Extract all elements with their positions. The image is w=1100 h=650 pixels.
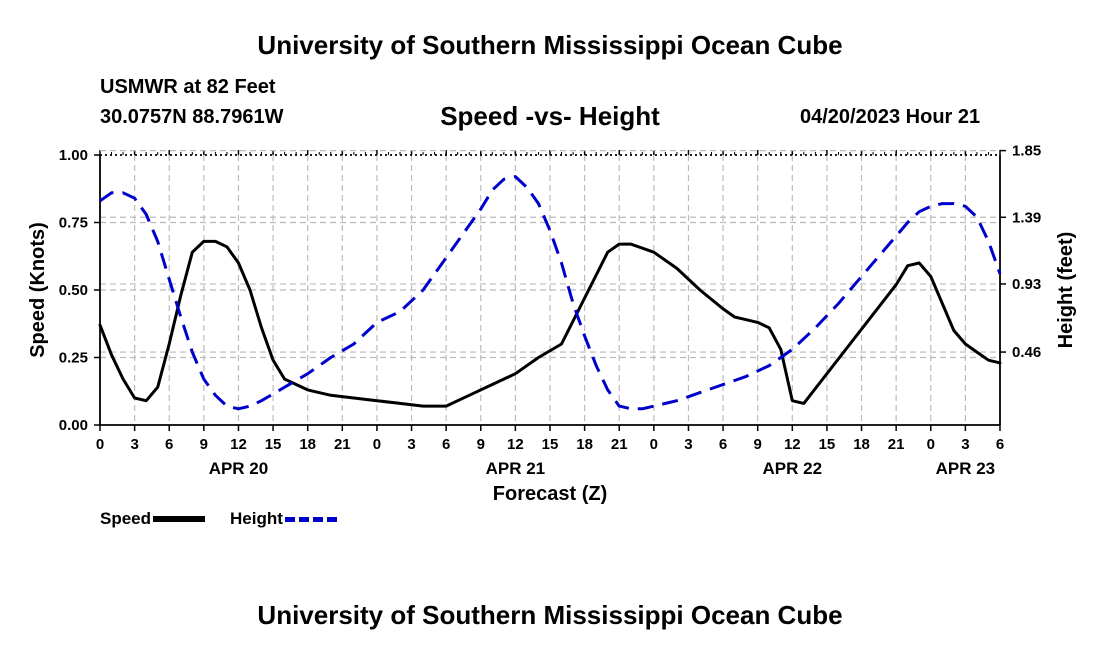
y-tick-label: 0.50 [59, 282, 88, 299]
y2-tick-label: 0.93 [1012, 276, 1041, 293]
x-tick-label: 18 [576, 436, 593, 453]
x-tick-label: 12 [784, 436, 801, 453]
x-axis-title: Forecast (Z) [493, 483, 607, 505]
legend-height: Height [230, 509, 337, 529]
x-tick-label: 3 [961, 436, 969, 453]
x-tick-label: 6 [719, 436, 727, 453]
x-tick-label: 0 [650, 436, 658, 453]
y-tick-label: 1.00 [59, 147, 88, 164]
x-date-label: APR 22 [763, 459, 823, 478]
x-tick-label: 6 [996, 436, 1004, 453]
legend-height-label: Height [230, 509, 283, 528]
y2-tick-label: 0.46 [1012, 344, 1041, 361]
chart-subtitle: Speed -vs- Height [440, 101, 660, 131]
x-tick-label: 0 [927, 436, 935, 453]
x-tick-label: 21 [334, 436, 351, 453]
x-tick-label: 6 [442, 436, 450, 453]
y-tick-label: 0.00 [59, 417, 88, 434]
y-axis-title: Speed (Knots) [27, 222, 49, 358]
station-label: USMWR at 82 Feet [100, 76, 276, 98]
x-tick-label: 21 [888, 436, 905, 453]
x-tick-label: 0 [373, 436, 381, 453]
legend-speed: Speed [100, 509, 206, 529]
y2-tick-label: 1.85 [1012, 143, 1041, 160]
y2-axis-title: Height (feet) [1055, 232, 1077, 349]
forecast-datetime: 04/20/2023 Hour 21 [800, 106, 981, 128]
x-date-label: APR 23 [936, 459, 996, 478]
x-tick-label: 9 [200, 436, 208, 453]
x-date-label: APR 20 [209, 459, 269, 478]
series-line-speed [98, 239, 1002, 408]
y-tick-label: 0.25 [59, 350, 88, 367]
x-tick-label: 0 [96, 436, 104, 453]
x-tick-label: 9 [477, 436, 485, 453]
x-tick-label: 15 [265, 436, 282, 453]
x-tick-label: 12 [507, 436, 524, 453]
y-tick-label: 0.75 [59, 215, 88, 232]
x-tick-label: 15 [819, 436, 836, 453]
x-date-label: APR 21 [486, 459, 546, 478]
legend-speed-swatch [153, 516, 206, 522]
x-tick-label: 9 [754, 436, 762, 453]
x-tick-label: 21 [611, 436, 628, 453]
y2-tick-label: 1.39 [1012, 209, 1041, 226]
x-tick-label: 12 [230, 436, 247, 453]
x-tick-label: 3 [130, 436, 138, 453]
chart-main-title: University of Southern Mississippi Ocean… [257, 30, 843, 60]
x-tick-label: 3 [407, 436, 415, 453]
footer-title: University of Southern Mississippi Ocean… [257, 600, 843, 630]
series-line-height [99, 175, 1002, 411]
station-coordinates: 30.0757N 88.7961W [100, 106, 284, 128]
legend-height-swatch [284, 516, 337, 522]
legend-speed-label: Speed [100, 509, 152, 528]
x-tick-label: 6 [165, 436, 173, 453]
x-tick-label: 18 [299, 436, 316, 453]
x-tick-label: 3 [684, 436, 692, 453]
x-tick-label: 18 [853, 436, 870, 453]
x-tick-label: 15 [542, 436, 559, 453]
